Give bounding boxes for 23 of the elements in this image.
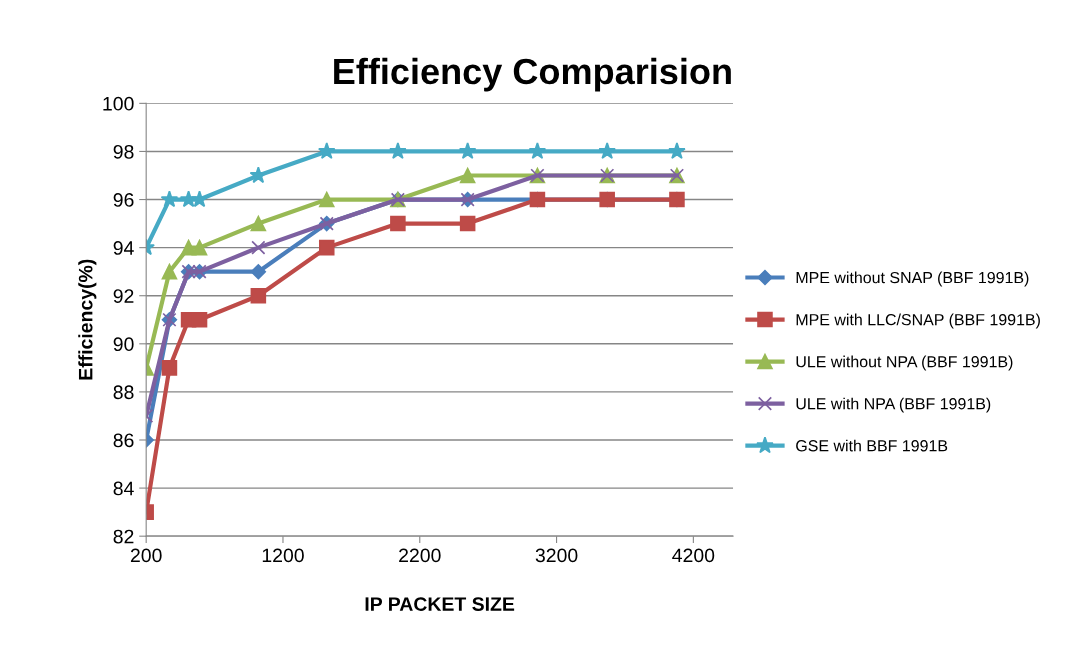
y-axis-title: Efficiency(%) <box>78 259 97 380</box>
x-tick-label: 4200 <box>672 548 715 563</box>
y-tick-label: 84 <box>113 481 134 496</box>
legend-label: MPE with LLC/SNAP (BBF 1991B) <box>796 313 1040 329</box>
y-tick-label: 82 <box>113 529 134 544</box>
chart-title: Efficiency Comparision <box>334 57 731 92</box>
y-tick-label: 100 <box>103 96 134 111</box>
y-tick-label: 86 <box>113 433 134 448</box>
y-tick-label: 94 <box>113 241 134 255</box>
y-tick-label: 92 <box>113 289 134 303</box>
legend-label: MPE without SNAP (BBF 1991B) <box>796 271 1029 287</box>
y-tick-label: 96 <box>113 193 134 207</box>
y-tick-label: 98 <box>113 144 134 159</box>
legend-label: ULE with NPA (BBF 1991B) <box>796 397 991 413</box>
x-tick-label: 1200 <box>262 548 304 563</box>
x-tick-label: 3200 <box>535 548 578 563</box>
legend-label: GSE with BBF 1991B <box>796 439 948 452</box>
x-axis-title: IP PACKET SIZE <box>365 597 515 611</box>
x-tick-label: 200 <box>130 548 162 563</box>
y-tick-label: 88 <box>113 385 134 400</box>
x-tick-label: 2200 <box>399 548 441 563</box>
legend-label: ULE without NPA (BBF 1991B) <box>796 355 1013 371</box>
y-tick-label: 90 <box>113 337 134 352</box>
